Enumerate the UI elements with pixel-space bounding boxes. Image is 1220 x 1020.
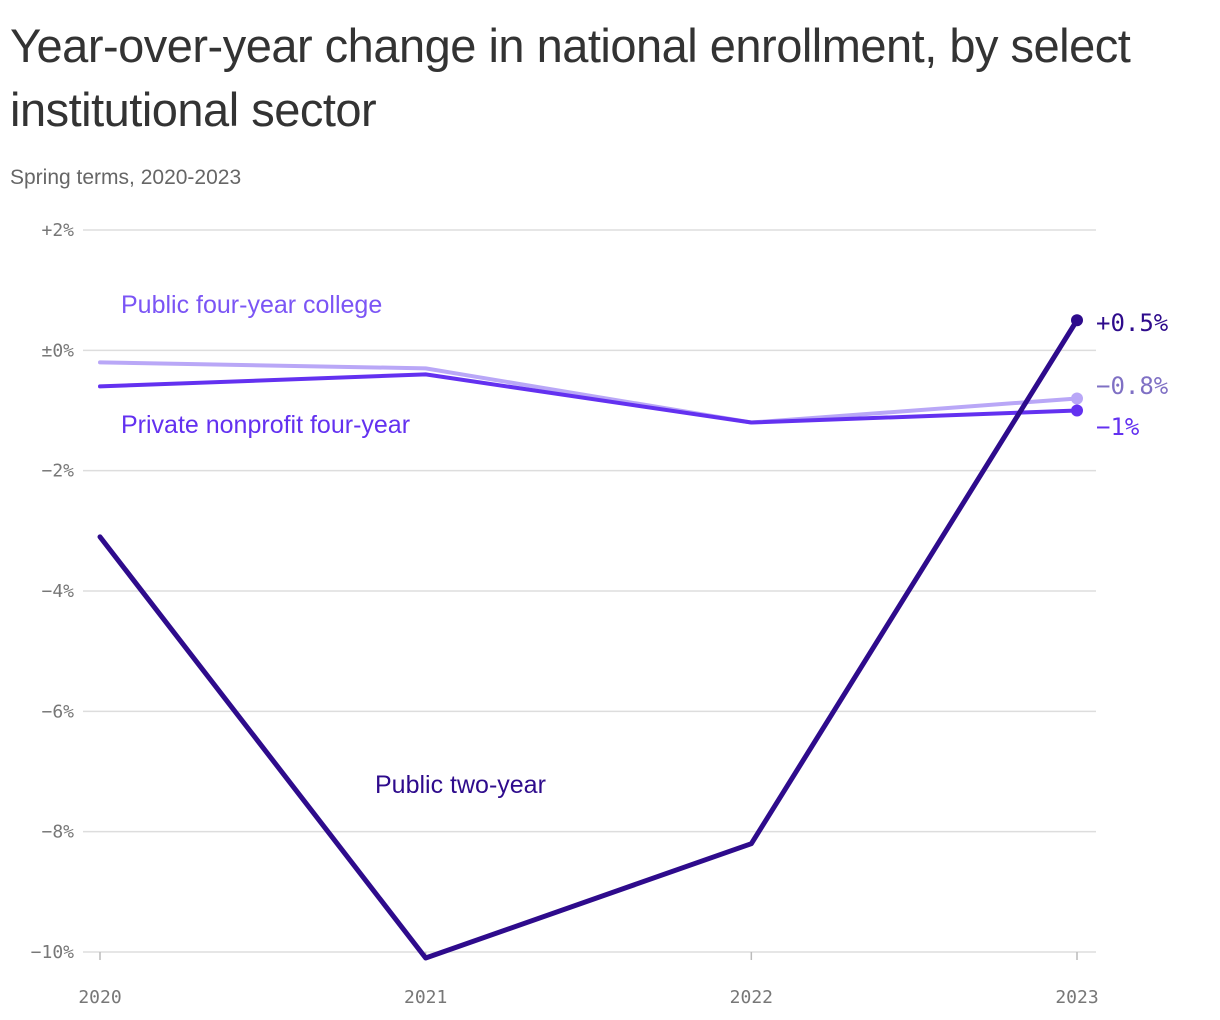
chart-title: Year-over-year change in national enroll… (10, 19, 1131, 136)
series-line-public-four-year (98, 360, 1079, 425)
series-label-private-nonprofit: Private nonprofit four-year (121, 411, 410, 439)
end-label-public-four-year: −0.8% (1096, 372, 1169, 400)
end-label-public-two-year: +0.5% (1096, 309, 1169, 337)
x-tick-label: 2023 (1055, 987, 1098, 1008)
y-tick-label: −10% (31, 942, 75, 963)
series-line-private-nonprofit (98, 372, 1079, 425)
series-label-public-four-year: Public four-year college (121, 291, 382, 319)
series-labels: Public four-year college Private nonprof… (121, 291, 1169, 799)
series-line-public-two-year (97, 317, 1080, 961)
series-endpoint-private-nonprofit (1071, 404, 1083, 417)
x-tick-label: 2021 (404, 987, 447, 1008)
y-tick-label: −8% (41, 822, 74, 843)
series-label-public-two-year: Public two-year (375, 771, 546, 799)
y-tick-label: +2% (41, 220, 74, 241)
x-axis: 2020 2021 2022 2023 (78, 952, 1099, 1008)
y-tick-label: −6% (41, 701, 74, 722)
series-endpoint-public-two-year (1071, 314, 1083, 327)
y-tick-label: ±0% (41, 340, 74, 361)
end-label-private-nonprofit: −1% (1096, 413, 1140, 441)
y-tick-label: −2% (41, 461, 74, 482)
series-lines (97, 314, 1083, 961)
x-tick-label: 2022 (730, 987, 773, 1008)
grid: +2% ±0% −2% −4% −6% −8% −10% (31, 220, 1096, 963)
y-tick-label: −4% (41, 581, 74, 602)
series-endpoint-public-four-year (1071, 392, 1083, 405)
x-tick-label: 2020 (78, 987, 121, 1008)
chart-subtitle: Spring terms, 2020-2023 (10, 166, 242, 189)
